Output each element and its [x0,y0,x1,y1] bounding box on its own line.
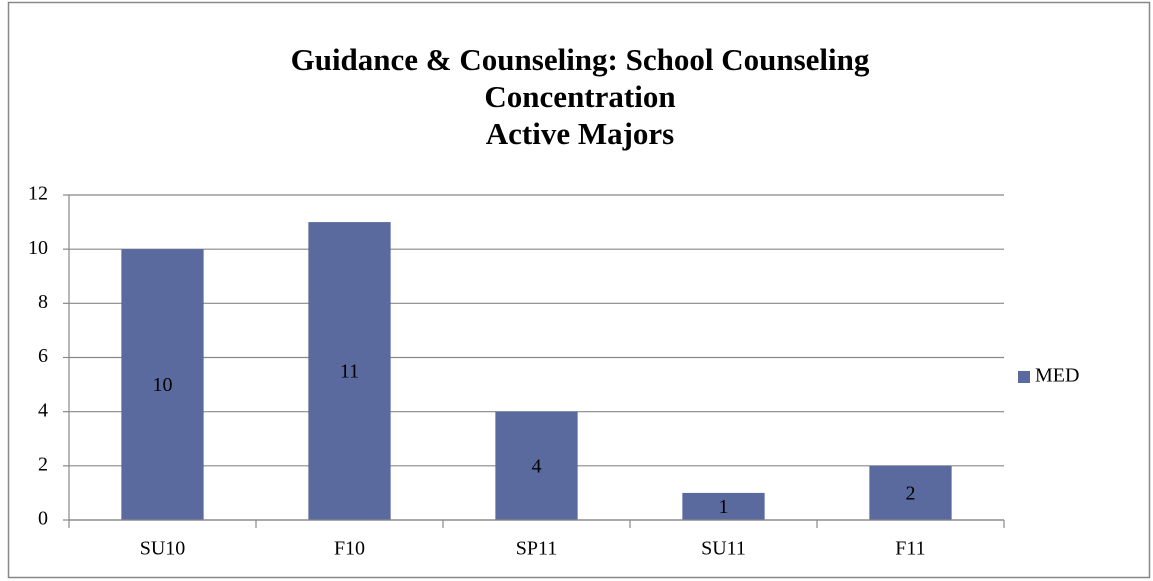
bar [682,492,765,520]
x-tick-label: F10 [334,538,365,560]
y-tick-label: 12 [28,183,48,205]
x-tick-label: SP11 [516,538,558,560]
legend-label: MED [1035,365,1079,387]
x-tick-label: SU10 [140,538,186,560]
bar [308,222,391,521]
data-label: 11 [340,361,359,383]
data-label: 4 [532,455,542,477]
bar [121,249,204,520]
y-tick-label: 4 [38,399,48,421]
chart-title: Active Majors [486,116,675,151]
chart-title: Guidance & Counseling: School Counseling [291,42,870,77]
data-label: 2 [906,483,916,505]
x-tick-label: F11 [895,538,925,560]
legend-swatch [1018,371,1030,383]
y-tick-label: 2 [38,453,48,475]
data-label: 10 [153,374,173,396]
y-tick-label: 0 [38,508,48,530]
y-tick-label: 6 [38,345,48,367]
y-tick-label: 10 [28,237,48,259]
bar [869,465,952,520]
x-tick-label: SU11 [701,538,746,560]
bar [495,411,578,520]
y-tick-label: 8 [38,291,48,313]
chart-title: Concentration [484,79,675,114]
data-label: 1 [719,496,729,518]
